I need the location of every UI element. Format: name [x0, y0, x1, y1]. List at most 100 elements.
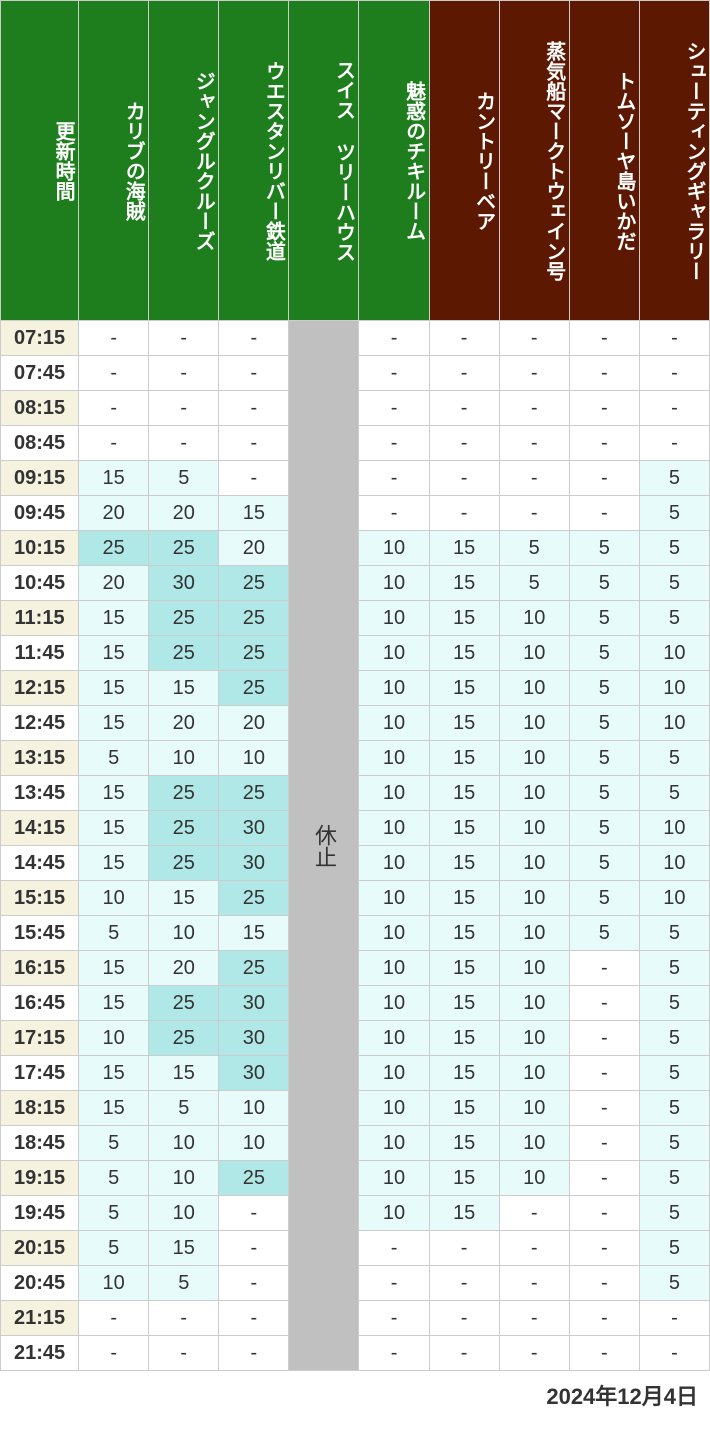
value-cell: 10 [359, 671, 429, 706]
value-cell: - [219, 321, 289, 356]
value-cell: 5 [639, 916, 709, 951]
column-header-9: シューティングギャラリー [639, 1, 709, 321]
value-cell: - [499, 1231, 569, 1266]
time-cell: 11:45 [1, 636, 79, 671]
value-cell: 15 [429, 811, 499, 846]
value-cell: - [499, 391, 569, 426]
value-cell: 15 [429, 531, 499, 566]
value-cell: 10 [639, 671, 709, 706]
value-cell: 10 [359, 1161, 429, 1196]
value-cell: 5 [639, 1161, 709, 1196]
time-cell: 14:45 [1, 846, 79, 881]
value-cell: - [499, 1301, 569, 1336]
value-cell: 25 [149, 846, 219, 881]
time-cell: 11:15 [1, 601, 79, 636]
time-cell: 07:45 [1, 356, 79, 391]
value-cell: - [359, 461, 429, 496]
time-cell: 17:45 [1, 1056, 79, 1091]
value-cell: 10 [359, 601, 429, 636]
value-cell: - [219, 1266, 289, 1301]
value-cell: - [569, 461, 639, 496]
time-cell: 16:15 [1, 951, 79, 986]
value-cell: - [149, 356, 219, 391]
closed-cell: 休止 [289, 321, 359, 1371]
value-cell: 30 [219, 1021, 289, 1056]
value-cell: 5 [639, 531, 709, 566]
value-cell: 5 [569, 601, 639, 636]
value-cell: 10 [149, 741, 219, 776]
value-cell: - [429, 1231, 499, 1266]
value-cell: 5 [569, 916, 639, 951]
value-cell: 20 [149, 496, 219, 531]
value-cell: 10 [499, 951, 569, 986]
value-cell: 5 [149, 461, 219, 496]
value-cell: 10 [499, 601, 569, 636]
value-cell: 10 [149, 1126, 219, 1161]
value-cell: 15 [79, 811, 149, 846]
value-cell: - [569, 1091, 639, 1126]
value-cell: 15 [429, 1021, 499, 1056]
value-cell: 10 [359, 811, 429, 846]
column-header-5: 魅惑のチキルーム [359, 1, 429, 321]
value-cell: 10 [359, 1126, 429, 1161]
value-cell: 10 [639, 636, 709, 671]
value-cell: 10 [359, 566, 429, 601]
value-cell: - [499, 461, 569, 496]
value-cell: 5 [639, 566, 709, 601]
time-cell: 21:45 [1, 1336, 79, 1371]
value-cell: - [149, 391, 219, 426]
value-cell: 10 [499, 881, 569, 916]
value-cell: 5 [639, 1231, 709, 1266]
value-cell: 15 [429, 951, 499, 986]
value-cell: 10 [359, 916, 429, 951]
value-cell: - [569, 1056, 639, 1091]
value-cell: 5 [149, 1091, 219, 1126]
time-cell: 20:45 [1, 1266, 79, 1301]
value-cell: 10 [359, 1091, 429, 1126]
value-cell: - [149, 321, 219, 356]
value-cell: - [639, 1336, 709, 1371]
column-header-3: ウエスタンリバー鉄道 [219, 1, 289, 321]
value-cell: - [429, 391, 499, 426]
value-cell: - [569, 1196, 639, 1231]
value-cell: 5 [569, 566, 639, 601]
value-cell: 5 [569, 881, 639, 916]
value-cell: - [569, 391, 639, 426]
value-cell: 5 [569, 811, 639, 846]
value-cell: 15 [79, 601, 149, 636]
value-cell: 25 [219, 601, 289, 636]
value-cell: 15 [79, 846, 149, 881]
value-cell: 10 [639, 881, 709, 916]
value-cell: 10 [499, 986, 569, 1021]
value-cell: 15 [149, 671, 219, 706]
value-cell: 25 [219, 566, 289, 601]
value-cell: 5 [569, 741, 639, 776]
value-cell: 25 [219, 636, 289, 671]
value-cell: - [569, 1021, 639, 1056]
value-cell: - [149, 1301, 219, 1336]
value-cell: 15 [429, 741, 499, 776]
value-cell: 30 [149, 566, 219, 601]
value-cell: 10 [499, 776, 569, 811]
value-cell: 5 [639, 601, 709, 636]
value-cell: 20 [219, 706, 289, 741]
value-cell: - [149, 426, 219, 461]
value-cell: 5 [639, 1196, 709, 1231]
value-cell: 15 [149, 881, 219, 916]
value-cell: 10 [359, 1056, 429, 1091]
value-cell: 5 [79, 916, 149, 951]
value-cell: 5 [639, 1126, 709, 1161]
value-cell: - [639, 391, 709, 426]
time-cell: 09:15 [1, 461, 79, 496]
time-cell: 18:15 [1, 1091, 79, 1126]
value-cell: - [219, 461, 289, 496]
value-cell: - [219, 1301, 289, 1336]
value-cell: - [359, 321, 429, 356]
column-header-7: 蒸気船マークトウェイン号 [499, 1, 569, 321]
value-cell: 15 [79, 986, 149, 1021]
value-cell: 10 [359, 531, 429, 566]
value-cell: 15 [79, 951, 149, 986]
value-cell: 25 [149, 531, 219, 566]
value-cell: - [429, 1336, 499, 1371]
value-cell: 5 [569, 636, 639, 671]
